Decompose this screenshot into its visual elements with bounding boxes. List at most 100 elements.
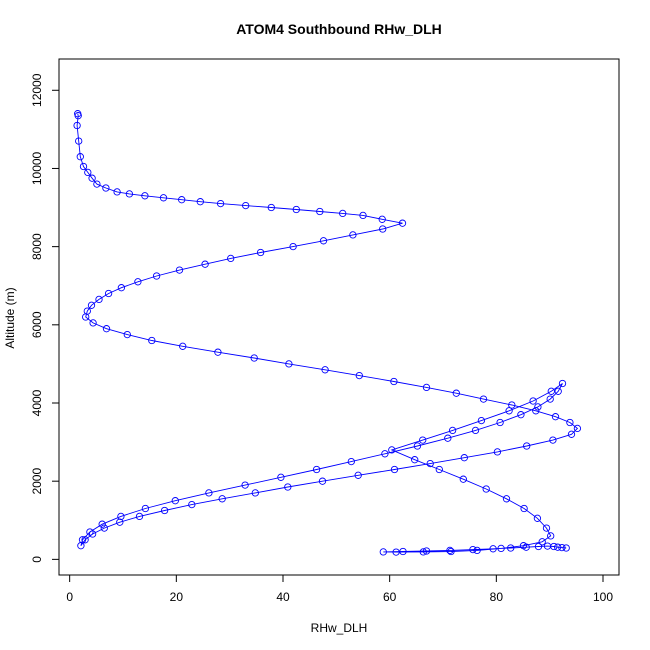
data-point bbox=[284, 483, 292, 491]
data-point bbox=[201, 260, 209, 268]
data-point bbox=[566, 418, 574, 427]
data-point bbox=[573, 424, 582, 433]
data-point bbox=[75, 137, 83, 145]
data-point bbox=[507, 544, 515, 552]
data-point bbox=[171, 497, 179, 505]
data-point bbox=[534, 403, 542, 411]
data-point bbox=[562, 544, 570, 552]
data-point bbox=[390, 377, 398, 386]
data-point bbox=[82, 313, 90, 321]
data-point bbox=[256, 248, 265, 257]
series-points bbox=[73, 110, 582, 556]
data-point bbox=[505, 407, 513, 415]
data-point bbox=[102, 325, 111, 333]
x-tick-label: 0 bbox=[66, 590, 73, 604]
data-point bbox=[148, 336, 156, 345]
y-tick-label: 12000 bbox=[30, 73, 44, 107]
data-point bbox=[477, 416, 486, 425]
y-tick-label: 0 bbox=[30, 556, 44, 563]
data-point bbox=[379, 548, 387, 556]
data-point bbox=[93, 180, 101, 188]
data-point bbox=[542, 524, 551, 532]
data-point bbox=[125, 190, 134, 198]
data-point bbox=[214, 348, 222, 356]
data-point bbox=[100, 524, 108, 532]
data-point bbox=[413, 442, 422, 450]
data-point bbox=[216, 199, 225, 208]
data-point bbox=[419, 436, 427, 444]
data-point bbox=[390, 465, 399, 474]
data-point bbox=[141, 192, 149, 200]
chart-title: ATOM4 Southbound RHw_DLH bbox=[236, 21, 442, 37]
data-point bbox=[87, 301, 96, 309]
data-point bbox=[134, 278, 142, 286]
data-point bbox=[435, 465, 443, 474]
x-tick-label: 100 bbox=[593, 590, 613, 604]
data-point bbox=[86, 528, 94, 536]
y-tick-label: 10000 bbox=[30, 151, 44, 185]
data-point bbox=[392, 548, 400, 556]
data-point bbox=[312, 465, 321, 474]
data-point bbox=[479, 395, 488, 403]
data-point bbox=[79, 162, 88, 171]
data-point bbox=[152, 272, 161, 280]
data-point bbox=[550, 542, 558, 551]
data-point bbox=[227, 254, 235, 263]
data-point bbox=[242, 201, 250, 210]
data-point bbox=[508, 401, 516, 409]
data-point bbox=[113, 188, 121, 196]
data-point bbox=[292, 205, 300, 214]
data-point bbox=[117, 512, 125, 521]
data-point bbox=[241, 481, 249, 489]
data-point bbox=[558, 543, 566, 552]
data-point bbox=[98, 520, 106, 528]
data-point bbox=[532, 407, 540, 415]
data-point bbox=[188, 500, 196, 509]
data-point bbox=[74, 112, 82, 120]
data-point bbox=[160, 506, 169, 515]
y-tick-label: 8000 bbox=[30, 233, 44, 260]
data-point bbox=[533, 514, 542, 522]
data-point bbox=[493, 448, 502, 456]
data-point bbox=[267, 203, 275, 212]
data-point bbox=[547, 387, 555, 395]
data-point bbox=[178, 196, 186, 204]
data-point bbox=[459, 475, 467, 483]
data-point bbox=[522, 543, 530, 551]
data-point bbox=[547, 532, 555, 540]
data-point bbox=[205, 489, 213, 497]
data-point bbox=[73, 121, 81, 130]
data-point bbox=[422, 383, 431, 392]
data-point bbox=[359, 211, 367, 220]
data-point bbox=[447, 547, 455, 556]
data-point bbox=[452, 389, 460, 397]
data-point bbox=[496, 418, 504, 427]
data-point bbox=[88, 174, 96, 182]
data-point bbox=[285, 360, 293, 368]
data-point bbox=[381, 450, 389, 458]
data-point bbox=[95, 295, 103, 304]
data-point bbox=[104, 289, 113, 298]
data-point bbox=[473, 546, 481, 555]
data-point bbox=[277, 473, 285, 481]
x-axis: 0 20 40 60 80 100 bbox=[66, 575, 613, 604]
data-point bbox=[546, 395, 554, 403]
data-point bbox=[502, 495, 511, 503]
data-point bbox=[159, 194, 168, 202]
data-point bbox=[123, 330, 131, 339]
data-point bbox=[549, 436, 557, 444]
data-point bbox=[319, 237, 328, 245]
data-point bbox=[354, 471, 362, 479]
data-point bbox=[419, 548, 427, 556]
data-point bbox=[349, 231, 357, 239]
y-tick-label: 2000 bbox=[30, 468, 44, 495]
x-tick-label: 80 bbox=[490, 590, 504, 604]
data-point bbox=[471, 426, 480, 435]
data-point bbox=[538, 538, 546, 546]
data-point bbox=[135, 512, 144, 521]
data-point bbox=[347, 457, 355, 466]
data-point bbox=[448, 426, 457, 435]
x-tick-label: 60 bbox=[383, 590, 397, 604]
data-point bbox=[378, 215, 386, 223]
